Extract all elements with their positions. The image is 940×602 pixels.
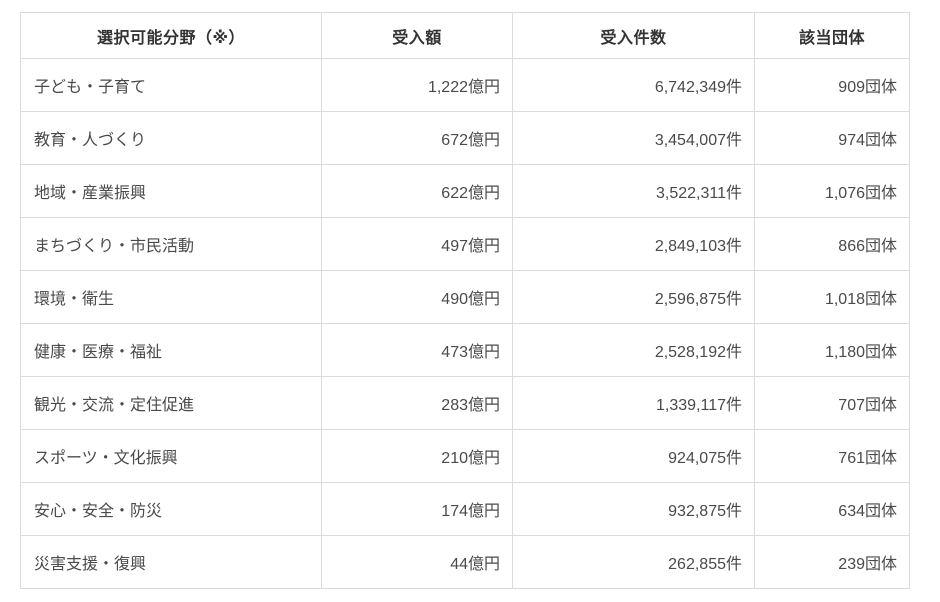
cell-count: 2,596,875件 bbox=[512, 270, 755, 324]
cell-category: まちづくり・市民活動 bbox=[20, 217, 322, 271]
cell-amount: 1,222億円 bbox=[321, 58, 513, 112]
cell-organizations: 707団体 bbox=[754, 376, 910, 430]
cell-amount: 490億円 bbox=[321, 270, 513, 324]
cell-count: 1,339,117件 bbox=[512, 376, 755, 430]
table-body: 子ども・子育て 1,222億円 6,742,349件 909団体 教育・人づくり… bbox=[20, 58, 910, 589]
table-row: 安心・安全・防災 174億円 932,875件 634団体 bbox=[20, 482, 910, 536]
cell-category: スポーツ・文化振興 bbox=[20, 429, 322, 483]
column-header-count: 受入件数 bbox=[512, 12, 755, 59]
table-row: 地域・産業振興 622億円 3,522,311件 1,076団体 bbox=[20, 164, 910, 218]
cell-organizations: 1,076団体 bbox=[754, 164, 910, 218]
cell-amount: 174億円 bbox=[321, 482, 513, 536]
table-header: 選択可能分野（※） 受入額 受入件数 該当団体 bbox=[20, 12, 910, 59]
cell-category: 子ども・子育て bbox=[20, 58, 322, 112]
cell-organizations: 634団体 bbox=[754, 482, 910, 536]
cell-organizations: 1,018団体 bbox=[754, 270, 910, 324]
cell-count: 3,454,007件 bbox=[512, 111, 755, 165]
column-header-organizations: 該当団体 bbox=[754, 12, 910, 59]
table-row: まちづくり・市民活動 497億円 2,849,103件 866団体 bbox=[20, 217, 910, 271]
cell-organizations: 866団体 bbox=[754, 217, 910, 271]
cell-category: 災害支援・復興 bbox=[20, 535, 322, 589]
cell-amount: 473億円 bbox=[321, 323, 513, 377]
table-row: 教育・人づくり 672億円 3,454,007件 974団体 bbox=[20, 111, 910, 165]
cell-count: 6,742,349件 bbox=[512, 58, 755, 112]
cell-category: 観光・交流・定住促進 bbox=[20, 376, 322, 430]
table-row: 子ども・子育て 1,222億円 6,742,349件 909団体 bbox=[20, 58, 910, 112]
cell-organizations: 909団体 bbox=[754, 58, 910, 112]
cell-category: 環境・衛生 bbox=[20, 270, 322, 324]
cell-count: 2,528,192件 bbox=[512, 323, 755, 377]
cell-amount: 622億円 bbox=[321, 164, 513, 218]
cell-amount: 210億円 bbox=[321, 429, 513, 483]
cell-organizations: 974団体 bbox=[754, 111, 910, 165]
column-header-category: 選択可能分野（※） bbox=[20, 12, 322, 59]
cell-category: 安心・安全・防災 bbox=[20, 482, 322, 536]
table-row: 観光・交流・定住促進 283億円 1,339,117件 707団体 bbox=[20, 376, 910, 430]
cell-category: 地域・産業振興 bbox=[20, 164, 322, 218]
cell-category: 教育・人づくり bbox=[20, 111, 322, 165]
cell-count: 924,075件 bbox=[512, 429, 755, 483]
table-row: 環境・衛生 490億円 2,596,875件 1,018団体 bbox=[20, 270, 910, 324]
cell-count: 262,855件 bbox=[512, 535, 755, 589]
cell-amount: 44億円 bbox=[321, 535, 513, 589]
cell-count: 3,522,311件 bbox=[512, 164, 755, 218]
cell-organizations: 1,180団体 bbox=[754, 323, 910, 377]
header-row: 選択可能分野（※） 受入額 受入件数 該当団体 bbox=[20, 12, 910, 59]
cell-amount: 672億円 bbox=[321, 111, 513, 165]
table-row: スポーツ・文化振興 210億円 924,075件 761団体 bbox=[20, 429, 910, 483]
table-row: 健康・医療・福祉 473億円 2,528,192件 1,180団体 bbox=[20, 323, 910, 377]
cell-count: 2,849,103件 bbox=[512, 217, 755, 271]
cell-category: 健康・医療・福祉 bbox=[20, 323, 322, 377]
cell-amount: 497億円 bbox=[321, 217, 513, 271]
column-header-amount: 受入額 bbox=[321, 12, 513, 59]
cell-amount: 283億円 bbox=[321, 376, 513, 430]
cell-organizations: 761団体 bbox=[754, 429, 910, 483]
cell-organizations: 239団体 bbox=[754, 535, 910, 589]
table-row: 災害支援・復興 44億円 262,855件 239団体 bbox=[20, 535, 910, 589]
category-funding-table: 選択可能分野（※） 受入額 受入件数 該当団体 子ども・子育て 1,222億円 … bbox=[20, 12, 910, 589]
cell-count: 932,875件 bbox=[512, 482, 755, 536]
